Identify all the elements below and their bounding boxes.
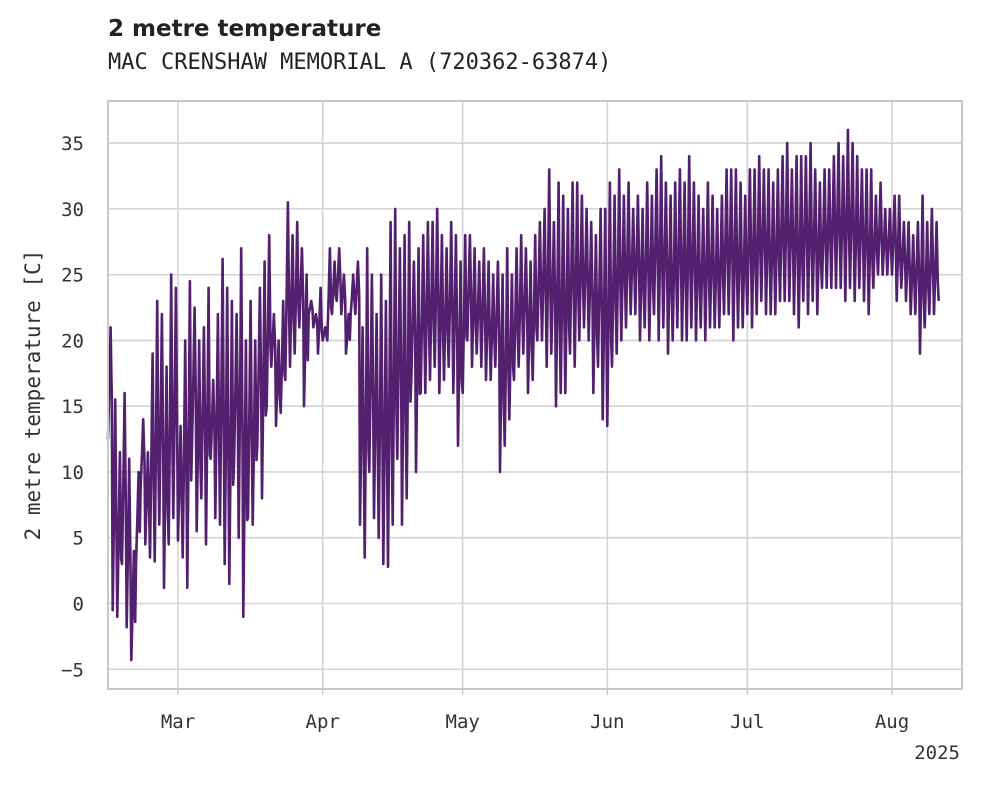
chart-title: 2 metre temperature xyxy=(108,16,382,42)
y-tick-label: −5 xyxy=(61,659,84,681)
series-group xyxy=(106,128,940,662)
y-axis-label: 2 metre temperature [C] xyxy=(21,250,45,541)
series-line xyxy=(106,128,940,662)
y-tick-label: 20 xyxy=(61,330,84,352)
x-tick-label: Mar xyxy=(161,711,195,733)
x-tick-label: Apr xyxy=(306,711,340,733)
y-tick-label: 10 xyxy=(61,462,84,484)
y-tick-label: 25 xyxy=(61,265,84,287)
y-axis-ticks: −5 0 5 10 15 20 25 30 35 xyxy=(61,133,84,681)
y-tick-label: 5 xyxy=(73,528,84,550)
y-tick-label: 35 xyxy=(61,133,84,155)
x-tick-label: Jun xyxy=(590,711,624,733)
y-tick-label: 15 xyxy=(61,396,84,418)
x-tick-label: May xyxy=(446,711,480,733)
y-tick-label: 30 xyxy=(61,199,84,221)
y-tick-label: 0 xyxy=(73,593,84,615)
x-tick-label: Aug xyxy=(875,711,909,733)
x-axis-offset-label: 2025 xyxy=(914,742,960,764)
x-tick-label: Jul xyxy=(730,711,764,733)
chart-subtitle: MAC CRENSHAW MEMORIAL A (720362-63874) xyxy=(108,50,612,75)
plot-frame xyxy=(107,100,963,690)
x-axis-ticks: Mar Apr May Jun Jul Aug xyxy=(161,689,909,733)
